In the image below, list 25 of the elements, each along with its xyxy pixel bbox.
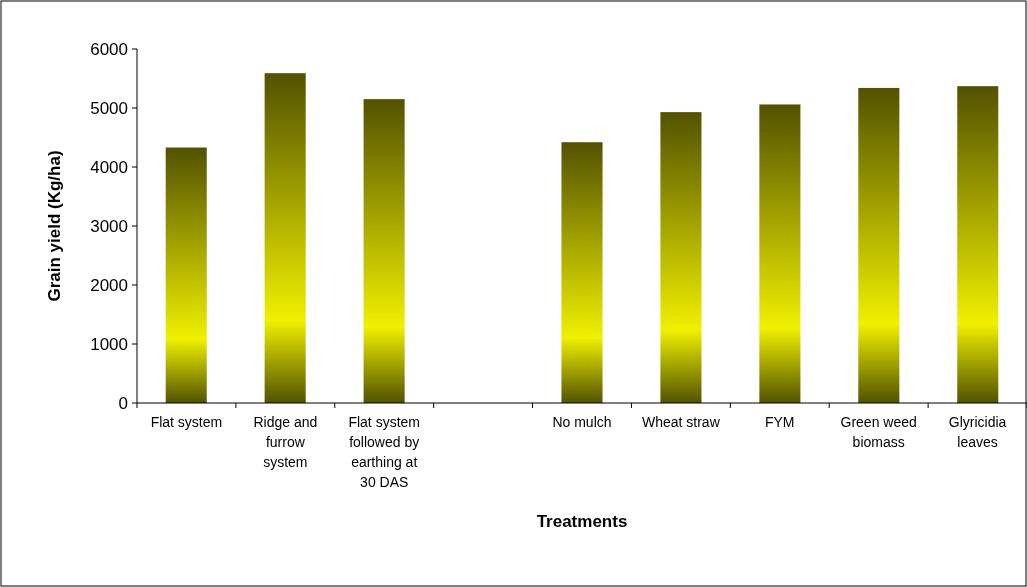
bar	[759, 104, 801, 403]
bar	[165, 147, 207, 403]
y-axis-title: Grain yield (Kg/ha)	[45, 150, 64, 302]
x-tick-label: FYM	[765, 414, 795, 430]
y-tick-label: 6000	[90, 39, 128, 59]
y-tick-label: 1000	[90, 334, 128, 354]
bar	[363, 99, 405, 403]
y-tick-label: 4000	[90, 157, 128, 177]
bar	[660, 112, 702, 403]
x-axis-title: Treatments	[536, 512, 628, 531]
x-tick-label: Flat system followed by earthing at 30 DAS	[348, 414, 421, 490]
x-tick-label: Green weed biomass	[840, 414, 917, 450]
y-tick-label: 2000	[90, 275, 128, 295]
bar	[858, 87, 900, 403]
y-tick-label: 0	[118, 393, 128, 413]
bar	[957, 86, 999, 403]
y-tick-label: 3000	[90, 216, 128, 236]
x-tick-label: Glyricidia leaves	[948, 414, 1007, 450]
x-tick-label: Ridge and furrow system	[253, 414, 318, 470]
bar	[561, 142, 603, 403]
x-tick-label: Wheat straw	[641, 414, 721, 430]
bar	[264, 73, 306, 403]
x-tick-label: Flat system	[150, 414, 223, 430]
x-tick-label: No mulch	[552, 414, 612, 430]
y-tick-label: 5000	[90, 98, 128, 118]
